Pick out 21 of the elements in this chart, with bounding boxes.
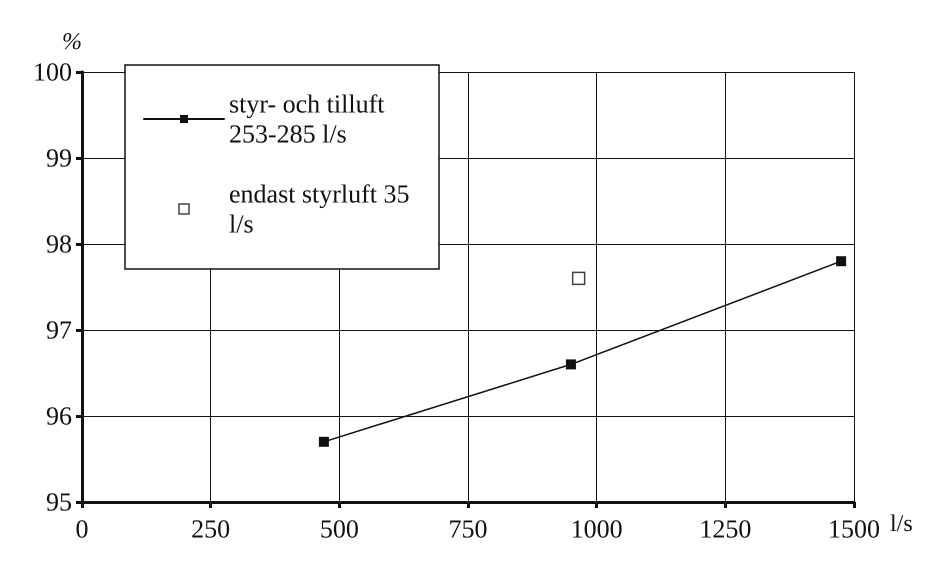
x-tick-label: 1500 <box>828 514 880 544</box>
point <box>318 436 329 447</box>
y-tick-label: 98 <box>46 230 72 258</box>
point <box>836 256 846 266</box>
y-tick-label: 96 <box>46 402 72 430</box>
x-axis-title: l/s <box>890 511 913 537</box>
x-tick-label: 0 <box>76 514 88 544</box>
point <box>572 272 586 286</box>
x-tick-label: 250 <box>191 514 230 544</box>
y-tick-label: 97 <box>46 316 72 344</box>
x-tick-label: 1000 <box>570 514 623 544</box>
y-tick-label: 95 <box>46 488 72 516</box>
legend-label: styr- och tilluft 253-285 l/s <box>229 90 391 148</box>
y-axis-title: % <box>62 29 82 55</box>
y-tick-label: 99 <box>46 144 72 172</box>
point <box>566 359 576 370</box>
x-tick-label: 1250 <box>699 514 752 544</box>
x-tick-label: 500 <box>320 514 359 544</box>
legend-label: endast styrluft 35 l/s <box>229 180 416 238</box>
y-tick-label: 100 <box>33 58 72 86</box>
x-tick-label: 750 <box>448 514 488 544</box>
